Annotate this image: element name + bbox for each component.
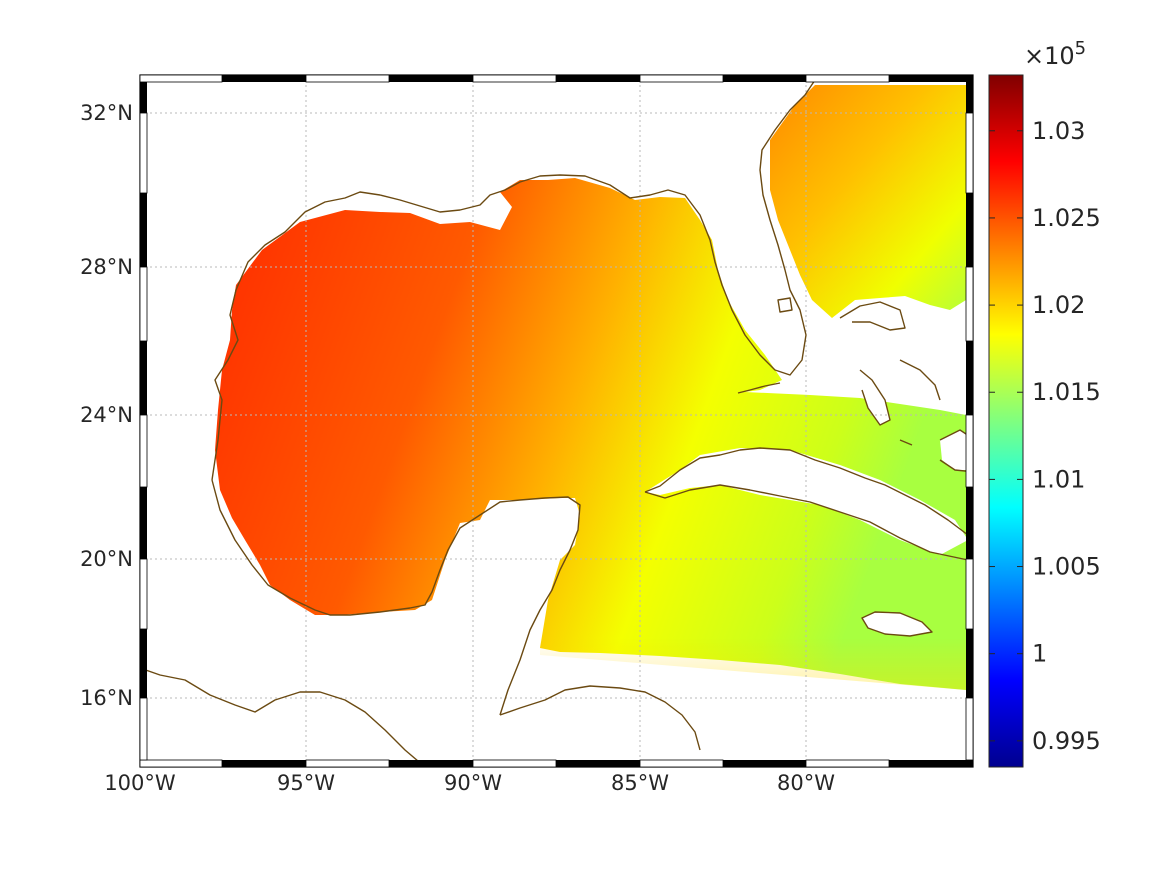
atlantic-field <box>770 85 966 318</box>
colorbar-tick-label: 1 <box>1032 640 1047 668</box>
lon-tick-labels: 100°W 95°W 90°W 85°W 80°W <box>104 771 835 795</box>
lon-tick-95w: 95°W <box>277 771 335 795</box>
colorbar-multiplier-base: ×10 <box>1024 42 1075 70</box>
colorbar-tick-label: 1.025 <box>1032 204 1101 232</box>
lon-tick-85w: 85°W <box>611 771 669 795</box>
lon-tick-90w: 90°W <box>444 771 502 795</box>
mexico-coast <box>211 479 581 716</box>
lat-tick-20n: 20°N <box>80 547 133 571</box>
cuba-coast <box>644 447 969 561</box>
bahamas-coast <box>839 301 941 446</box>
jamaica-land <box>862 612 932 636</box>
grid-lines <box>140 75 973 767</box>
colorbar-tick-label: 0.995 <box>1032 727 1101 755</box>
lat-tick-16n: 16°N <box>80 686 133 710</box>
lat-tick-28n: 28°N <box>80 255 133 279</box>
map-frame <box>139 74 974 768</box>
colorbar-tick-label: 1.02 <box>1032 291 1085 319</box>
honduras-coast <box>499 685 701 751</box>
lat-tick-labels: 16°N 20°N 24°N 28°N 32°N <box>80 101 133 710</box>
colorbar-tick-label: 1.01 <box>1032 465 1085 493</box>
bahamas-land-2 <box>860 370 890 425</box>
lon-tick-80w: 80°W <box>777 771 835 795</box>
colorbar-ticks: 1.03 1.025 1.02 1.015 1.01 1.005 1 0.995 <box>989 117 1101 755</box>
coastlines <box>140 79 973 767</box>
lat-tick-32n: 32°N <box>80 101 133 125</box>
colorbar-multiplier-exponent: 5 <box>1075 38 1086 59</box>
bahamas-land-1 <box>840 302 905 330</box>
lake-okeechobee <box>777 297 793 313</box>
colorbar-ramp <box>988 74 1024 768</box>
jamaica-coast <box>861 611 933 637</box>
colorbar-tick-label: 1.005 <box>1032 553 1101 581</box>
colorbar: 1.03 1.025 1.02 1.015 1.01 1.005 1 0.995 ×105 <box>988 38 1101 768</box>
pressure-field <box>215 85 966 690</box>
colorbar-tick-label: 1.015 <box>1032 378 1101 406</box>
central-america-coast <box>140 667 426 767</box>
lat-tick-24n: 24°N <box>80 403 133 427</box>
colorbar-tick-label: 1.03 <box>1032 117 1085 145</box>
florida-keys-coast <box>737 382 781 394</box>
us-gulf-coast <box>211 79 816 481</box>
colorbar-multiplier: ×105 <box>1024 38 1086 70</box>
lon-tick-100w: 100°W <box>104 771 176 795</box>
